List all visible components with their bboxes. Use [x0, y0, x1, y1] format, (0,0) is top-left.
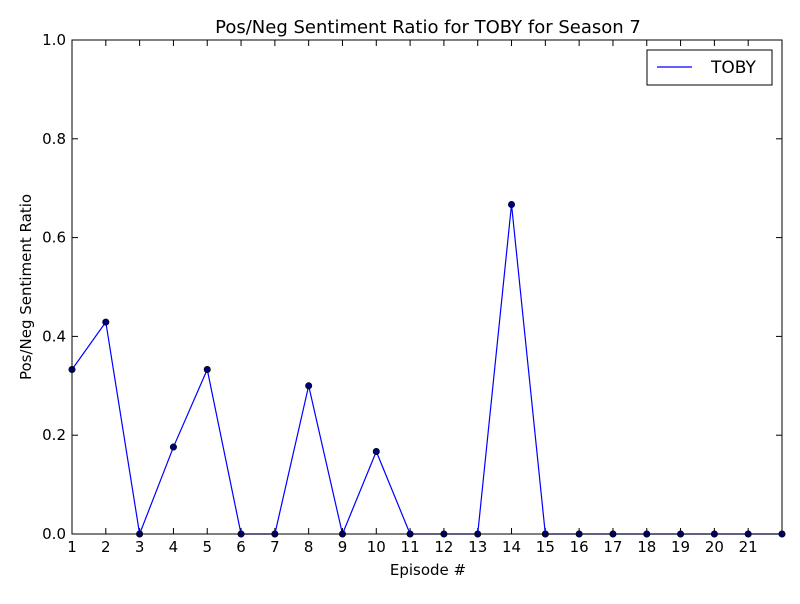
y-tick-label: 0.6 — [42, 229, 66, 247]
data-point — [169, 443, 177, 451]
y-axis-label: Pos/Neg Sentiment Ratio — [17, 194, 35, 380]
x-tick-label: 19 — [671, 538, 690, 556]
x-tick-label: 1 — [67, 538, 77, 556]
x-tick-label: 4 — [169, 538, 179, 556]
legend-label-toby: TOBY — [710, 58, 756, 78]
x-tick-label: 5 — [202, 538, 212, 556]
y-tick-label: 0.4 — [42, 327, 66, 345]
x-tick-label: 12 — [434, 538, 453, 556]
data-point — [305, 382, 313, 390]
x-tick-label: 18 — [637, 538, 656, 556]
x-tick-label: 3 — [135, 538, 145, 556]
x-tick-label: 13 — [468, 538, 487, 556]
x-tick-label: 11 — [401, 538, 420, 556]
x-tick-label: 16 — [570, 538, 589, 556]
x-tick-label: 15 — [536, 538, 555, 556]
x-tick-label: 17 — [603, 538, 622, 556]
data-point — [203, 365, 211, 373]
y-tick-label: 0.2 — [42, 426, 66, 444]
series-layer — [68, 201, 786, 538]
x-tick-label: 9 — [338, 538, 348, 556]
x-tick-label: 21 — [739, 538, 758, 556]
y-tick-label: 1.0 — [42, 31, 66, 49]
y-tick-label: 0.0 — [42, 525, 66, 543]
y-tick-label: 0.8 — [42, 130, 66, 148]
data-point — [508, 201, 516, 209]
x-tick-label: 14 — [502, 538, 521, 556]
x-tick-label: 8 — [304, 538, 314, 556]
series-line-toby — [71, 204, 782, 537]
x-tick-label: 10 — [367, 538, 386, 556]
x-tick-label: 6 — [236, 538, 246, 556]
ticks-layer: 1 2 3 4 5 6 7 8 9 10 11 12 13 14 15 16 17 18 19 20 210.00.20… — [42, 31, 782, 556]
plot-frame — [71, 39, 783, 535]
data-point — [102, 318, 110, 326]
data-point — [372, 447, 380, 455]
x-tick-label: 20 — [705, 538, 724, 556]
x-axis-label: Episode # — [390, 561, 466, 579]
x-tick-label: 7 — [270, 538, 280, 556]
x-tick-label: 2 — [101, 538, 111, 556]
legend: TOBY — [646, 49, 773, 86]
chart-title: Pos/Neg Sentiment Ratio for TOBY for Sea… — [215, 17, 641, 38]
